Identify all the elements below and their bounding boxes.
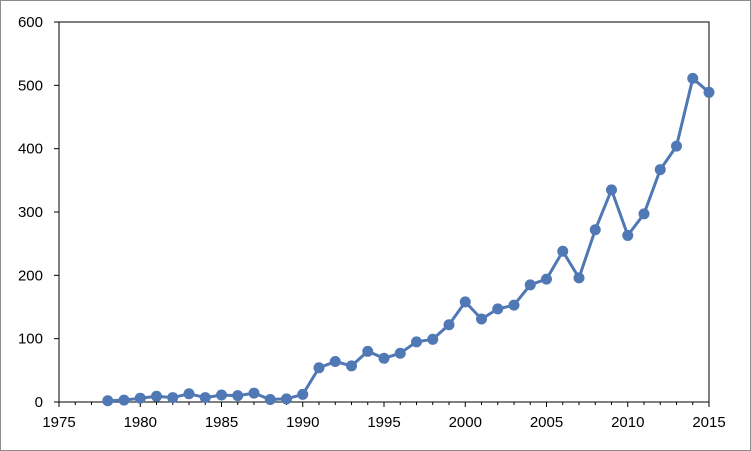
data-point <box>297 388 309 400</box>
data-point <box>703 86 715 98</box>
data-point <box>508 299 520 311</box>
data-point <box>134 392 146 404</box>
data-point <box>476 313 487 325</box>
x-tick-label: 2010 <box>611 414 644 431</box>
y-tick-label: 100 <box>18 331 43 348</box>
data-point <box>313 362 325 374</box>
data-point <box>264 393 276 405</box>
data-point <box>362 345 374 357</box>
series-group <box>102 72 715 407</box>
data-point <box>167 392 179 404</box>
x-tick-label: 1975 <box>42 414 75 431</box>
data-point <box>557 245 569 257</box>
x-tick-label: 2000 <box>449 414 482 431</box>
series-line <box>107 76 710 403</box>
y-axis-ticks: 0 100 200 300 400 500 600 <box>18 14 59 411</box>
x-tick-label: 1985 <box>205 414 238 431</box>
x-tick-label: 1980 <box>124 414 157 431</box>
data-point <box>329 355 341 367</box>
data-point <box>671 140 682 152</box>
data-point <box>183 388 195 400</box>
plot-area-border <box>58 21 710 403</box>
data-point <box>492 303 504 315</box>
y-tick-label: 600 <box>18 14 43 31</box>
y-tick-label: 200 <box>18 267 43 284</box>
data-point <box>118 394 130 406</box>
x-tick-label: 2015 <box>692 414 725 431</box>
data-point <box>411 336 422 348</box>
x-tick-label: 1995 <box>367 414 400 431</box>
data-point <box>443 319 455 331</box>
data-point <box>638 208 650 220</box>
data-point <box>687 72 699 84</box>
data-point <box>248 387 260 399</box>
data-point <box>346 360 357 372</box>
data-point <box>654 164 666 176</box>
data-point <box>281 393 292 405</box>
data-point <box>427 333 439 345</box>
data-point <box>102 395 114 407</box>
x-tick-label: 2005 <box>530 414 563 431</box>
data-point <box>216 389 227 401</box>
x-tick-label: 1990 <box>286 414 319 431</box>
data-point <box>394 347 406 359</box>
y-tick-label: 0 <box>35 394 43 411</box>
data-point <box>622 229 634 241</box>
axes <box>58 21 710 403</box>
data-point <box>378 352 390 364</box>
data-point <box>573 272 585 284</box>
data-point <box>199 392 211 404</box>
y-tick-label: 400 <box>18 141 43 158</box>
data-point <box>589 224 601 236</box>
data-point <box>459 296 471 308</box>
y-tick-label: 300 <box>18 204 43 221</box>
x-axis-ticks: 1975 1980 1985 1990 1995 2000 2005 2010 2015 <box>42 402 726 431</box>
data-point <box>232 390 244 402</box>
data-point <box>541 273 552 285</box>
data-point <box>524 279 536 291</box>
y-tick-label: 500 <box>18 77 43 94</box>
data-point <box>606 184 617 196</box>
data-point <box>151 390 162 402</box>
